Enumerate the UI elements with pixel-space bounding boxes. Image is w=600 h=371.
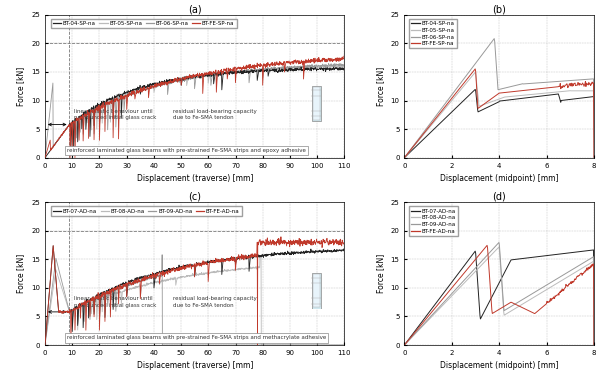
Legend: BT-04-SP-na, BT-05-SP-na, BT-06-SP-na, BT-FE-SP-na: BT-04-SP-na, BT-05-SP-na, BT-06-SP-na, B… xyxy=(51,19,237,29)
Text: residual load-bearing capacity
due to Fe-SMA tendon: residual load-bearing capacity due to Fe… xyxy=(173,109,257,120)
X-axis label: Displacement (midpoint) [mm]: Displacement (midpoint) [mm] xyxy=(440,361,559,371)
X-axis label: Displacement (traverse) [mm]: Displacement (traverse) [mm] xyxy=(137,174,253,183)
Title: (b): (b) xyxy=(492,4,506,14)
Title: (a): (a) xyxy=(188,4,202,14)
Legend: BT-07-AD-na, BT-08-AD-na, BT-09-AD-na, BT-FE-AD-na: BT-07-AD-na, BT-08-AD-na, BT-09-AD-na, B… xyxy=(409,206,458,236)
Legend: BT-04-SP-na, BT-05-SP-na, BT-06-SP-na, BT-FE-SP-na: BT-04-SP-na, BT-05-SP-na, BT-06-SP-na, B… xyxy=(409,19,457,49)
Legend: BT-07-AD-na, BT-08-AD-na, BT-09-AD-na, BT-FE-AD-na: BT-07-AD-na, BT-08-AD-na, BT-09-AD-na, B… xyxy=(51,206,242,216)
X-axis label: Displacement (traverse) [mm]: Displacement (traverse) [mm] xyxy=(137,361,253,371)
Y-axis label: Force [kN]: Force [kN] xyxy=(376,254,385,293)
Text: linear elastic behaviour until
pronounced initial glass crack: linear elastic behaviour until pronounce… xyxy=(74,109,156,120)
Title: (c): (c) xyxy=(188,191,201,201)
Y-axis label: Force [kN]: Force [kN] xyxy=(17,67,26,106)
Title: (d): (d) xyxy=(493,191,506,201)
Text: residual load-bearing capacity
due to Fe-SMA tendon: residual load-bearing capacity due to Fe… xyxy=(173,296,257,308)
Text: reinforced laminated glass beams with pre-strained Fe-SMA strips and epoxy adhes: reinforced laminated glass beams with pr… xyxy=(67,148,305,153)
Text: linear elastic behaviour until
pronounced initial glass crack: linear elastic behaviour until pronounce… xyxy=(74,296,156,308)
Bar xyxy=(313,274,320,308)
Bar xyxy=(313,87,320,120)
Text: reinforced laminated glass beams with pre-strained Fe-SMA strips and methacrylat: reinforced laminated glass beams with pr… xyxy=(67,335,326,341)
X-axis label: Displacement (midpoint) [mm]: Displacement (midpoint) [mm] xyxy=(440,174,559,183)
Y-axis label: Force [kN]: Force [kN] xyxy=(376,67,385,106)
Y-axis label: Force [kN]: Force [kN] xyxy=(17,254,26,293)
